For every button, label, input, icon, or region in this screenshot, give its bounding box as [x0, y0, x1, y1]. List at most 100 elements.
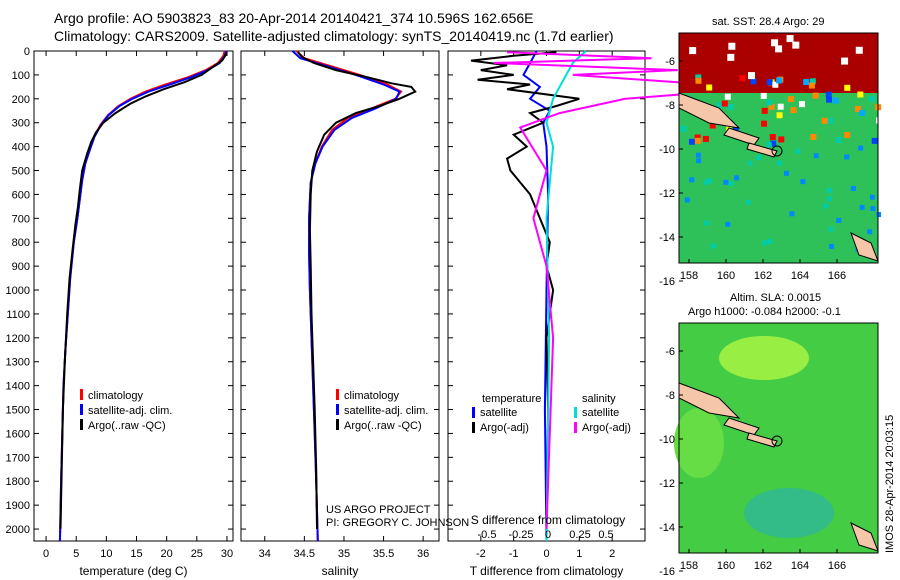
sst-pixel	[795, 148, 801, 154]
depth-tick-label: 1500	[6, 405, 30, 417]
sst-pixel	[869, 95, 876, 102]
series-line-differences-satellite	[522, 50, 552, 542]
lat-tick-label: -12	[659, 188, 675, 200]
x-tick-label-temperature: 0	[43, 548, 49, 560]
sst-pixel	[790, 107, 797, 114]
sst-pixel	[859, 204, 865, 210]
sst-pixel	[725, 221, 731, 227]
depth-tick-label: 700	[12, 213, 30, 225]
sst-pixel	[767, 238, 773, 244]
legend-swatch	[80, 419, 83, 430]
lat-tick-label: -16	[659, 566, 675, 578]
panel-frame-salinity	[240, 50, 440, 542]
island	[746, 432, 778, 448]
x-tick-label-temperature: 20	[161, 548, 173, 560]
sst-pixel	[836, 217, 842, 223]
legend-label-salinity: climatology	[344, 390, 400, 402]
legend-label-temperature: Argo(..raw -QC)	[88, 420, 166, 432]
sst-pixel	[695, 74, 702, 81]
x-axis-label-differences: T difference from climatology	[470, 564, 624, 578]
x-axis-label-salinity: salinity	[322, 564, 359, 578]
lat-tick-label: -14	[659, 522, 675, 534]
legend-swatch	[336, 404, 339, 415]
depth-tick-label: 1100	[6, 309, 30, 321]
sst-pixel	[813, 153, 819, 159]
sst-pixel	[768, 103, 775, 110]
sst-cloud-pixel	[841, 57, 849, 65]
sst-pixel	[766, 79, 773, 86]
lat-tick-label: -6	[665, 346, 675, 358]
depth-tick-label: 1300	[6, 357, 30, 369]
sst-pixel	[739, 75, 746, 82]
legend-label-temp-satellite: satellite	[480, 407, 517, 419]
x-tick-label-differences: -2	[476, 548, 486, 560]
depth-tick-label: 1900	[6, 500, 30, 512]
sst-pixel	[688, 138, 695, 145]
sst-pixel	[823, 203, 829, 209]
argo-position-marker	[771, 435, 783, 447]
sst-cloud-pixel	[728, 42, 736, 50]
sla-map-title-line2: Argo h1000: -0.084 h2000: -0.1	[688, 306, 841, 318]
sst-pixel	[696, 158, 702, 164]
legend-label-sal-satellite: satellite	[582, 407, 619, 419]
sst-map	[678, 32, 882, 282]
depth-tick-label: 500	[12, 166, 30, 178]
sst-pixel	[810, 133, 817, 140]
sst-pixel	[762, 240, 768, 246]
legend-swatch	[472, 422, 475, 433]
sst-pixel	[710, 243, 716, 249]
sst-pixel	[756, 155, 762, 161]
sst-pixel	[789, 211, 795, 217]
x-tick-label-salinity: 36	[417, 548, 429, 560]
sst-pixel	[766, 99, 773, 106]
sst-pixel	[706, 84, 713, 91]
project-name: US ARGO PROJECT	[326, 504, 431, 516]
x-tick-label-temperature: 5	[73, 548, 79, 560]
sst-pixel	[750, 78, 757, 85]
x-tick-label-temperature: 30	[221, 548, 233, 560]
sst-pixel	[859, 109, 866, 116]
lon-tick-label: 160	[717, 560, 735, 572]
series-line-temperature-climatology	[58, 50, 226, 542]
sst-pixel	[680, 125, 687, 132]
sst-pixel	[857, 91, 864, 98]
sst-pixel	[844, 132, 851, 139]
sst-cloud-pixel	[748, 72, 756, 80]
lat-tick-label: -6	[665, 56, 675, 68]
sst-pixel	[858, 145, 864, 151]
sst-pixel	[826, 96, 833, 103]
sst-pixel	[761, 120, 768, 127]
legend-swatch	[336, 419, 339, 430]
lat-tick-label: -14	[659, 232, 675, 244]
map-frame	[678, 32, 879, 264]
sst-pixel	[808, 82, 815, 89]
plot-title-line1: Argo profile: AO 5903823_83 20-Apr-2014 …	[54, 10, 534, 26]
legend-swatch	[472, 407, 475, 418]
sla-blob	[674, 408, 724, 478]
depth-tick-label: 1200	[6, 333, 30, 345]
sst-pixel	[695, 77, 702, 84]
x-tick-label-temperature: 10	[100, 548, 112, 560]
sst-pixel	[702, 135, 709, 142]
lat-tick-label: -10	[659, 434, 675, 446]
s-diff-axis-label: S difference from climatology	[471, 513, 626, 527]
sst-cloud-pixel	[775, 45, 783, 53]
legend-swatch	[574, 407, 577, 418]
sst-pixel	[760, 92, 767, 99]
depth-tick-label: 1800	[6, 476, 30, 488]
sst-pixel	[745, 199, 751, 205]
sst-map-title: sat. SST: 28.4 Argo: 29	[712, 16, 825, 28]
series-line-temperature-argorawqc	[59, 51, 228, 530]
sst-pixel	[772, 81, 779, 88]
sst-pixel	[827, 117, 834, 124]
depth-tick-label: 200	[12, 94, 30, 106]
sst-pixel	[870, 206, 876, 212]
depth-tick-label: 1600	[6, 428, 30, 440]
sst-pixel	[800, 179, 806, 185]
lon-tick-label: 160	[717, 270, 735, 282]
x-tick-label-salinity: 35.5	[373, 548, 394, 560]
x-tick-label-temperature: 25	[191, 548, 203, 560]
x-tick-label-temperature: 15	[130, 548, 142, 560]
series-line-differences-argoadj	[493, 51, 744, 530]
